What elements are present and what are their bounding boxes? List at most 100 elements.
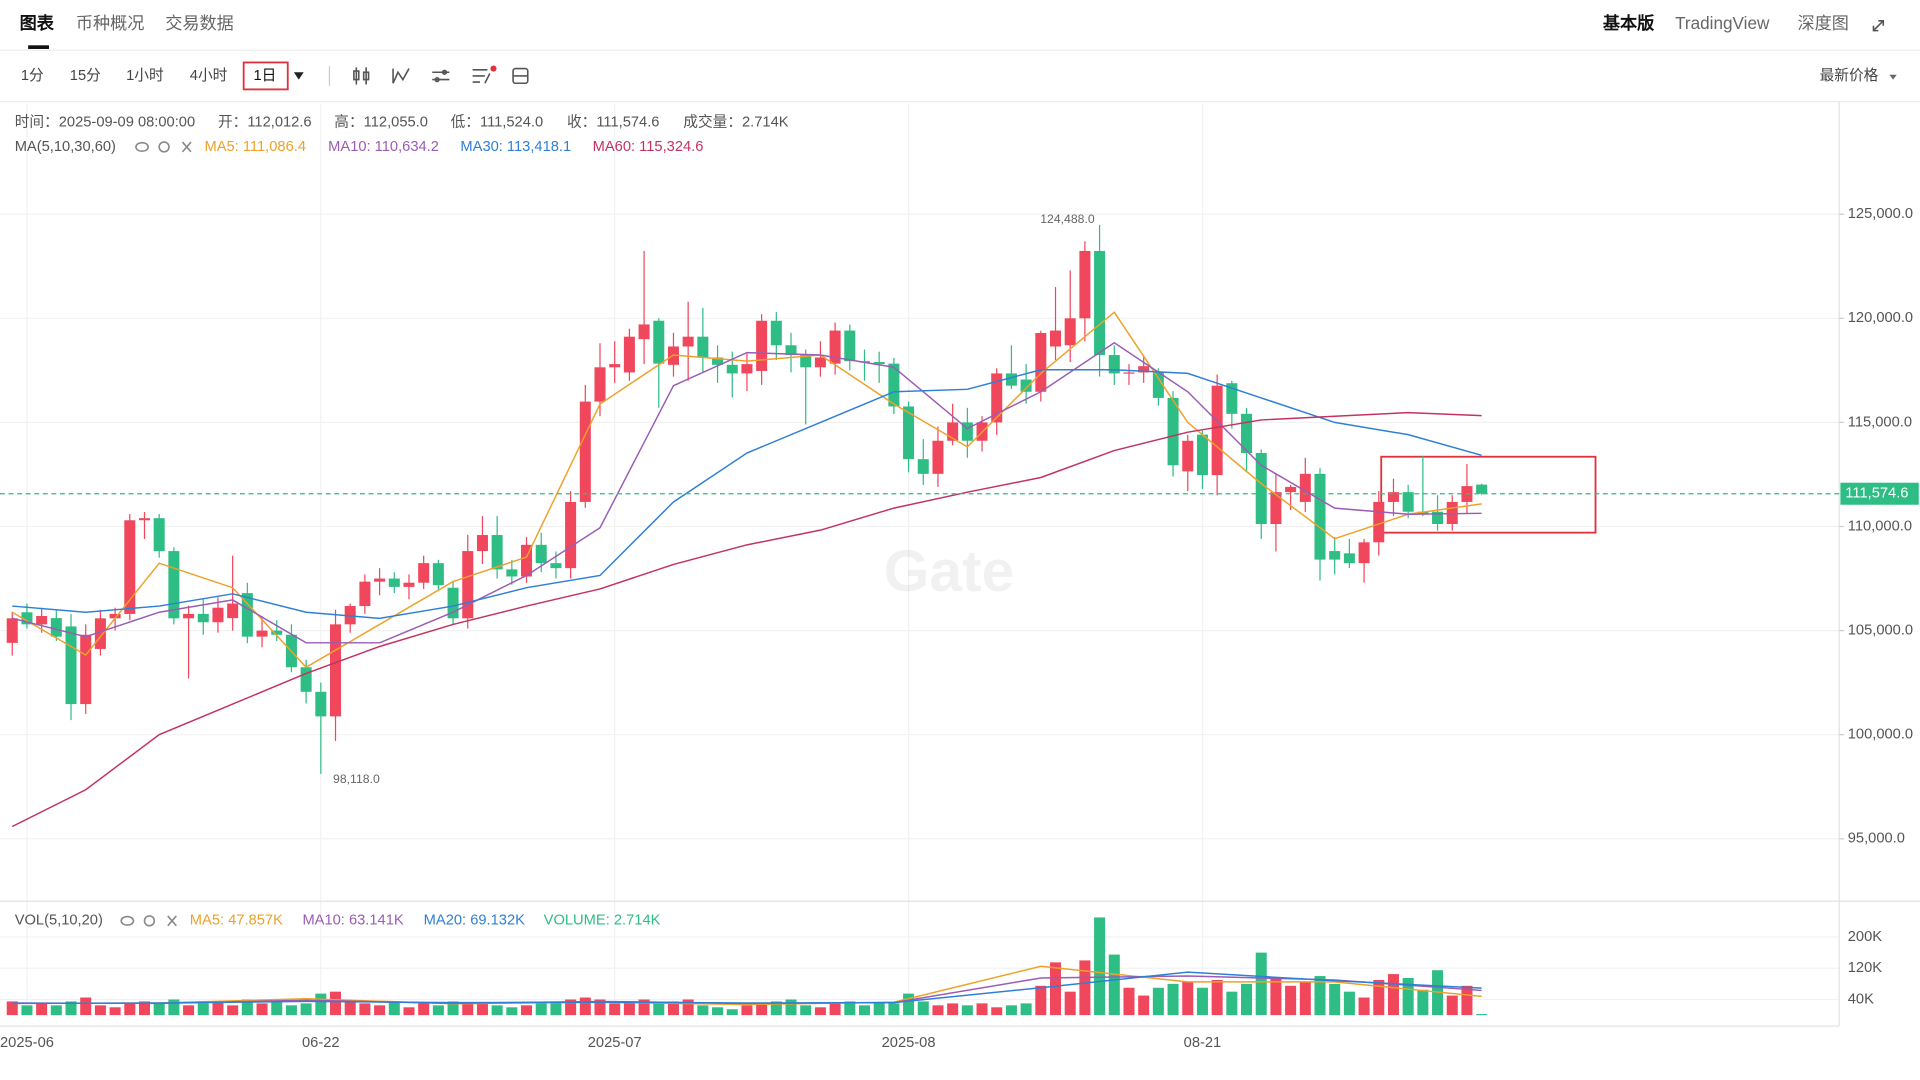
draw-icon[interactable] bbox=[472, 69, 491, 84]
volume-bar bbox=[682, 999, 694, 1016]
y-tick-label: 120K bbox=[1848, 960, 1883, 976]
volume-bar bbox=[330, 991, 342, 1016]
candle-body bbox=[330, 624, 342, 717]
interval[interactable]: 4小时 bbox=[190, 67, 228, 84]
volume-bar bbox=[300, 1003, 312, 1016]
indicator-icon[interactable] bbox=[392, 68, 410, 84]
candle-body bbox=[712, 357, 724, 365]
volume-bar bbox=[1020, 1003, 1032, 1016]
y-tick-label: 120,000.0 bbox=[1848, 310, 1913, 326]
interval[interactable]: 1分 bbox=[21, 67, 44, 84]
candle-body bbox=[873, 362, 885, 365]
volume-bar bbox=[917, 1001, 929, 1016]
tab[interactable]: 交易数据 bbox=[165, 13, 234, 33]
volume-bar bbox=[1167, 983, 1179, 1016]
candle-body bbox=[403, 582, 415, 587]
y-tick-label: 40K bbox=[1848, 991, 1874, 1007]
dropdown-arrow[interactable] bbox=[1889, 74, 1897, 80]
candle-body bbox=[1138, 366, 1150, 373]
candle-body bbox=[903, 406, 915, 460]
legend-entry: MA5: 111,086.4 bbox=[204, 139, 306, 155]
indicator-controls[interactable] bbox=[120, 141, 192, 927]
candle-body bbox=[418, 563, 430, 583]
volume-bar bbox=[1402, 977, 1414, 1016]
view-option[interactable]: TradingView bbox=[1675, 13, 1770, 33]
candle-body bbox=[638, 324, 650, 340]
candle-body bbox=[1211, 385, 1223, 476]
volume-bar bbox=[873, 1003, 885, 1016]
candle-body bbox=[1241, 413, 1253, 454]
candle-body bbox=[535, 544, 547, 564]
volume-bar bbox=[462, 1003, 474, 1016]
volume-bar bbox=[903, 993, 915, 1016]
candle-body bbox=[476, 535, 488, 552]
candle-body bbox=[1108, 355, 1120, 374]
legend-entry: MA5: 47.857K bbox=[190, 913, 283, 929]
volume-bar bbox=[829, 1003, 841, 1016]
volume-bar bbox=[1094, 917, 1106, 1016]
volume-bar bbox=[1373, 979, 1385, 1016]
info-text: 低：111,524.0 bbox=[451, 113, 544, 130]
volume-bar bbox=[1064, 991, 1076, 1016]
volume-bar bbox=[550, 1001, 562, 1016]
volume-bar bbox=[65, 1001, 77, 1016]
candle-body bbox=[844, 330, 856, 362]
candle-body bbox=[1167, 397, 1179, 466]
candle-body bbox=[227, 603, 239, 619]
candle-body bbox=[609, 364, 621, 368]
template-icon[interactable] bbox=[512, 67, 529, 85]
view-option[interactable]: 深度图 bbox=[1798, 13, 1849, 33]
interval[interactable]: 1小时 bbox=[126, 67, 164, 84]
fullscreen-icon[interactable] bbox=[1872, 20, 1885, 32]
info-text: 开：112,012.6 bbox=[218, 114, 312, 130]
settings-icon[interactable] bbox=[432, 69, 450, 83]
volume-bar bbox=[1196, 987, 1208, 1016]
last-price-tag bbox=[1840, 482, 1919, 505]
x-tick-label: 06-22 bbox=[302, 1035, 340, 1051]
candle-body bbox=[829, 330, 841, 364]
indicator-name: VOL(5,10,20) bbox=[15, 913, 103, 929]
volume-bar bbox=[1152, 987, 1164, 1016]
x-tick-label: 2025-08 bbox=[882, 1035, 936, 1051]
volume-bar bbox=[1358, 997, 1370, 1016]
tab[interactable]: 图表 bbox=[20, 13, 55, 33]
volume-bar bbox=[80, 997, 92, 1016]
volume-bar bbox=[212, 1001, 224, 1016]
candle-body bbox=[212, 607, 224, 623]
candle-body bbox=[1285, 486, 1297, 493]
candle-body bbox=[109, 613, 121, 619]
volume-bar bbox=[1387, 974, 1399, 1016]
candle-body bbox=[1387, 492, 1399, 502]
candle-body bbox=[168, 551, 180, 619]
view-option[interactable]: 基本版 bbox=[1603, 13, 1655, 33]
last-price-label: 111,574.6 bbox=[1845, 486, 1908, 502]
interval[interactable]: 15分 bbox=[70, 67, 101, 84]
volume-bar bbox=[1461, 985, 1473, 1016]
candle-body bbox=[1343, 553, 1355, 564]
candle-body bbox=[138, 518, 150, 521]
dropdown-arrow[interactable] bbox=[293, 72, 304, 80]
volume-bar bbox=[168, 999, 180, 1016]
x-tick-label: 2025-06 bbox=[0, 1035, 54, 1051]
candle-body bbox=[1079, 250, 1091, 319]
candle-body bbox=[1152, 372, 1164, 398]
candle-body bbox=[359, 581, 371, 607]
volume-bar bbox=[1035, 985, 1047, 1016]
volume-bar bbox=[535, 1003, 547, 1016]
candle-type-icon[interactable] bbox=[353, 67, 370, 85]
candle-body bbox=[124, 520, 136, 614]
y-tick-label: 125,000.0 bbox=[1848, 206, 1913, 222]
candle-body bbox=[36, 616, 48, 625]
candle-body bbox=[506, 569, 518, 577]
volume-bar bbox=[418, 1003, 430, 1016]
tab[interactable]: 币种概况 bbox=[76, 13, 145, 33]
interval[interactable]: 1日 bbox=[253, 68, 276, 84]
candle-body bbox=[785, 345, 797, 356]
volume-bar bbox=[888, 1003, 900, 1016]
candle-body bbox=[1094, 250, 1106, 356]
candle-body bbox=[491, 535, 503, 570]
price-mode[interactable]: 最新价格 bbox=[1820, 67, 1879, 84]
legend-entry: MA10: 110,634.2 bbox=[328, 139, 439, 155]
volume-bar bbox=[1270, 977, 1282, 1016]
